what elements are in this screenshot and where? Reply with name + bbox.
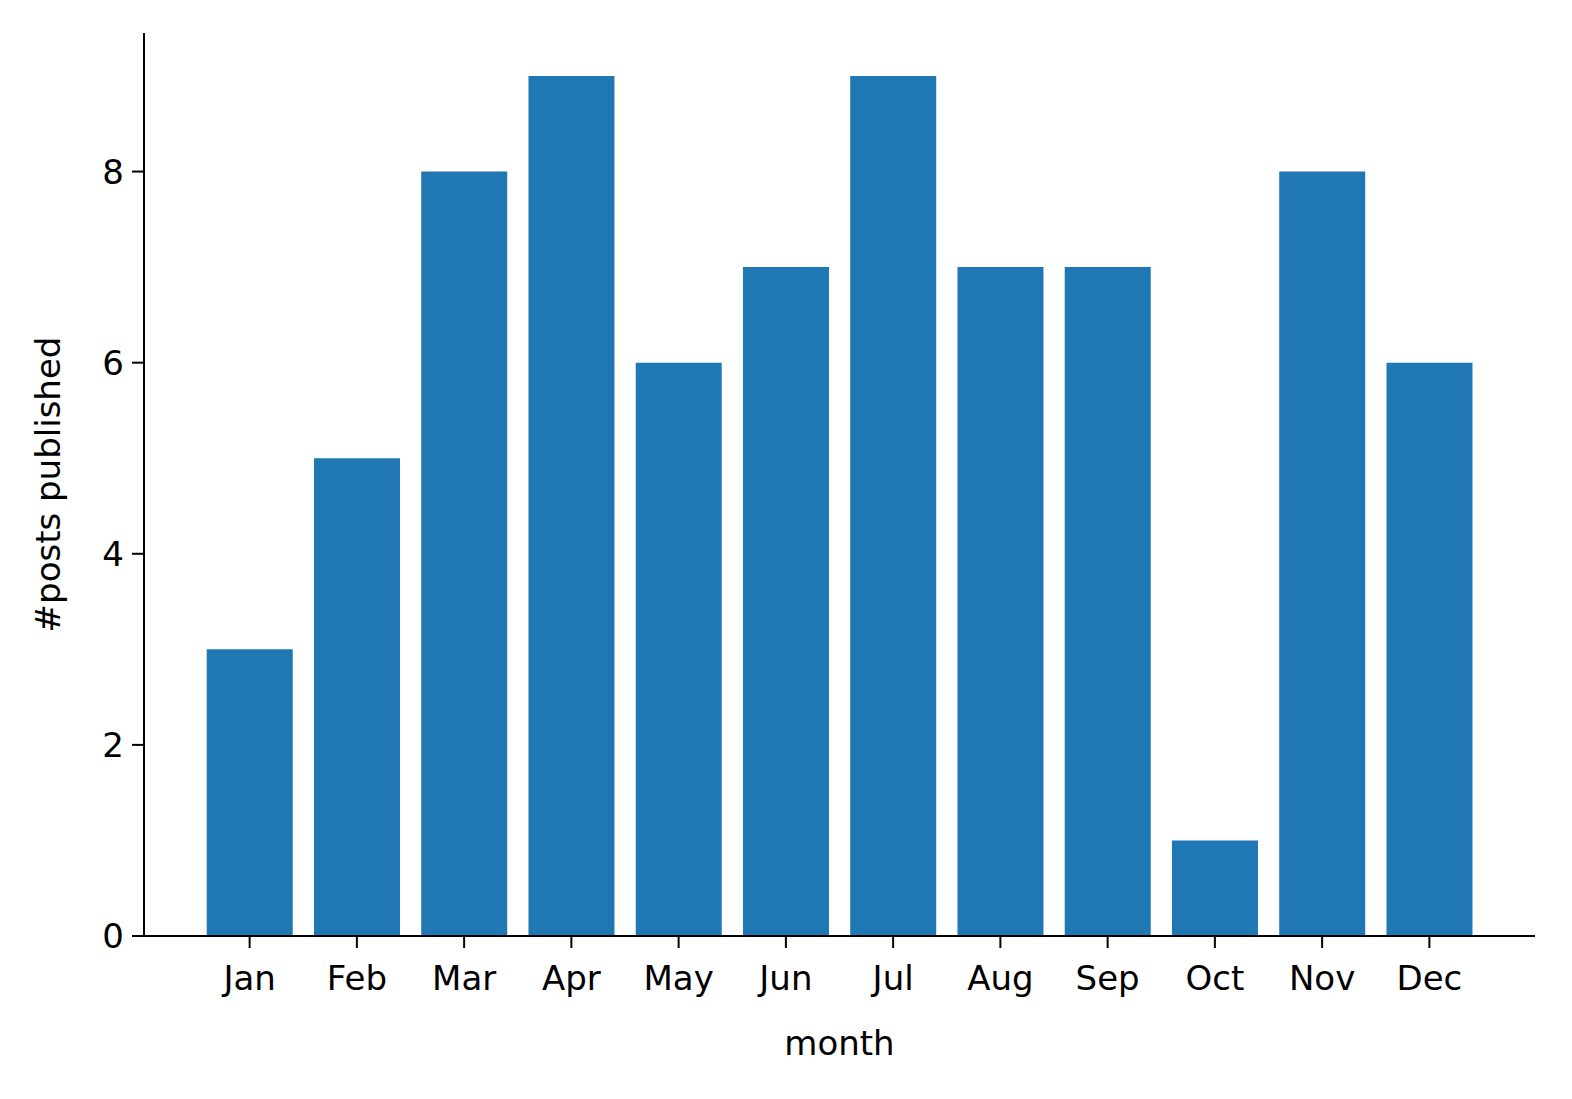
svg-text:Jul: Jul	[871, 958, 914, 998]
svg-text:8: 8	[102, 152, 124, 192]
svg-text:Oct: Oct	[1185, 958, 1244, 998]
svg-text:Dec: Dec	[1396, 958, 1462, 998]
svg-text:Aug: Aug	[967, 958, 1033, 998]
svg-text:Sep: Sep	[1076, 958, 1140, 998]
svg-text:Jun: Jun	[757, 958, 812, 998]
svg-text:month: month	[784, 1023, 894, 1063]
svg-text:Nov: Nov	[1289, 958, 1355, 998]
svg-text:0: 0	[102, 916, 124, 956]
svg-text:Apr: Apr	[542, 958, 601, 998]
svg-text:#posts published: #posts published	[28, 337, 68, 633]
svg-text:May: May	[643, 958, 713, 998]
svg-text:2: 2	[102, 725, 124, 765]
svg-text:4: 4	[102, 534, 124, 574]
svg-text:Jan: Jan	[221, 958, 275, 998]
svg-text:Feb: Feb	[327, 958, 387, 998]
svg-text:Mar: Mar	[432, 958, 496, 998]
svg-text:6: 6	[102, 343, 124, 383]
